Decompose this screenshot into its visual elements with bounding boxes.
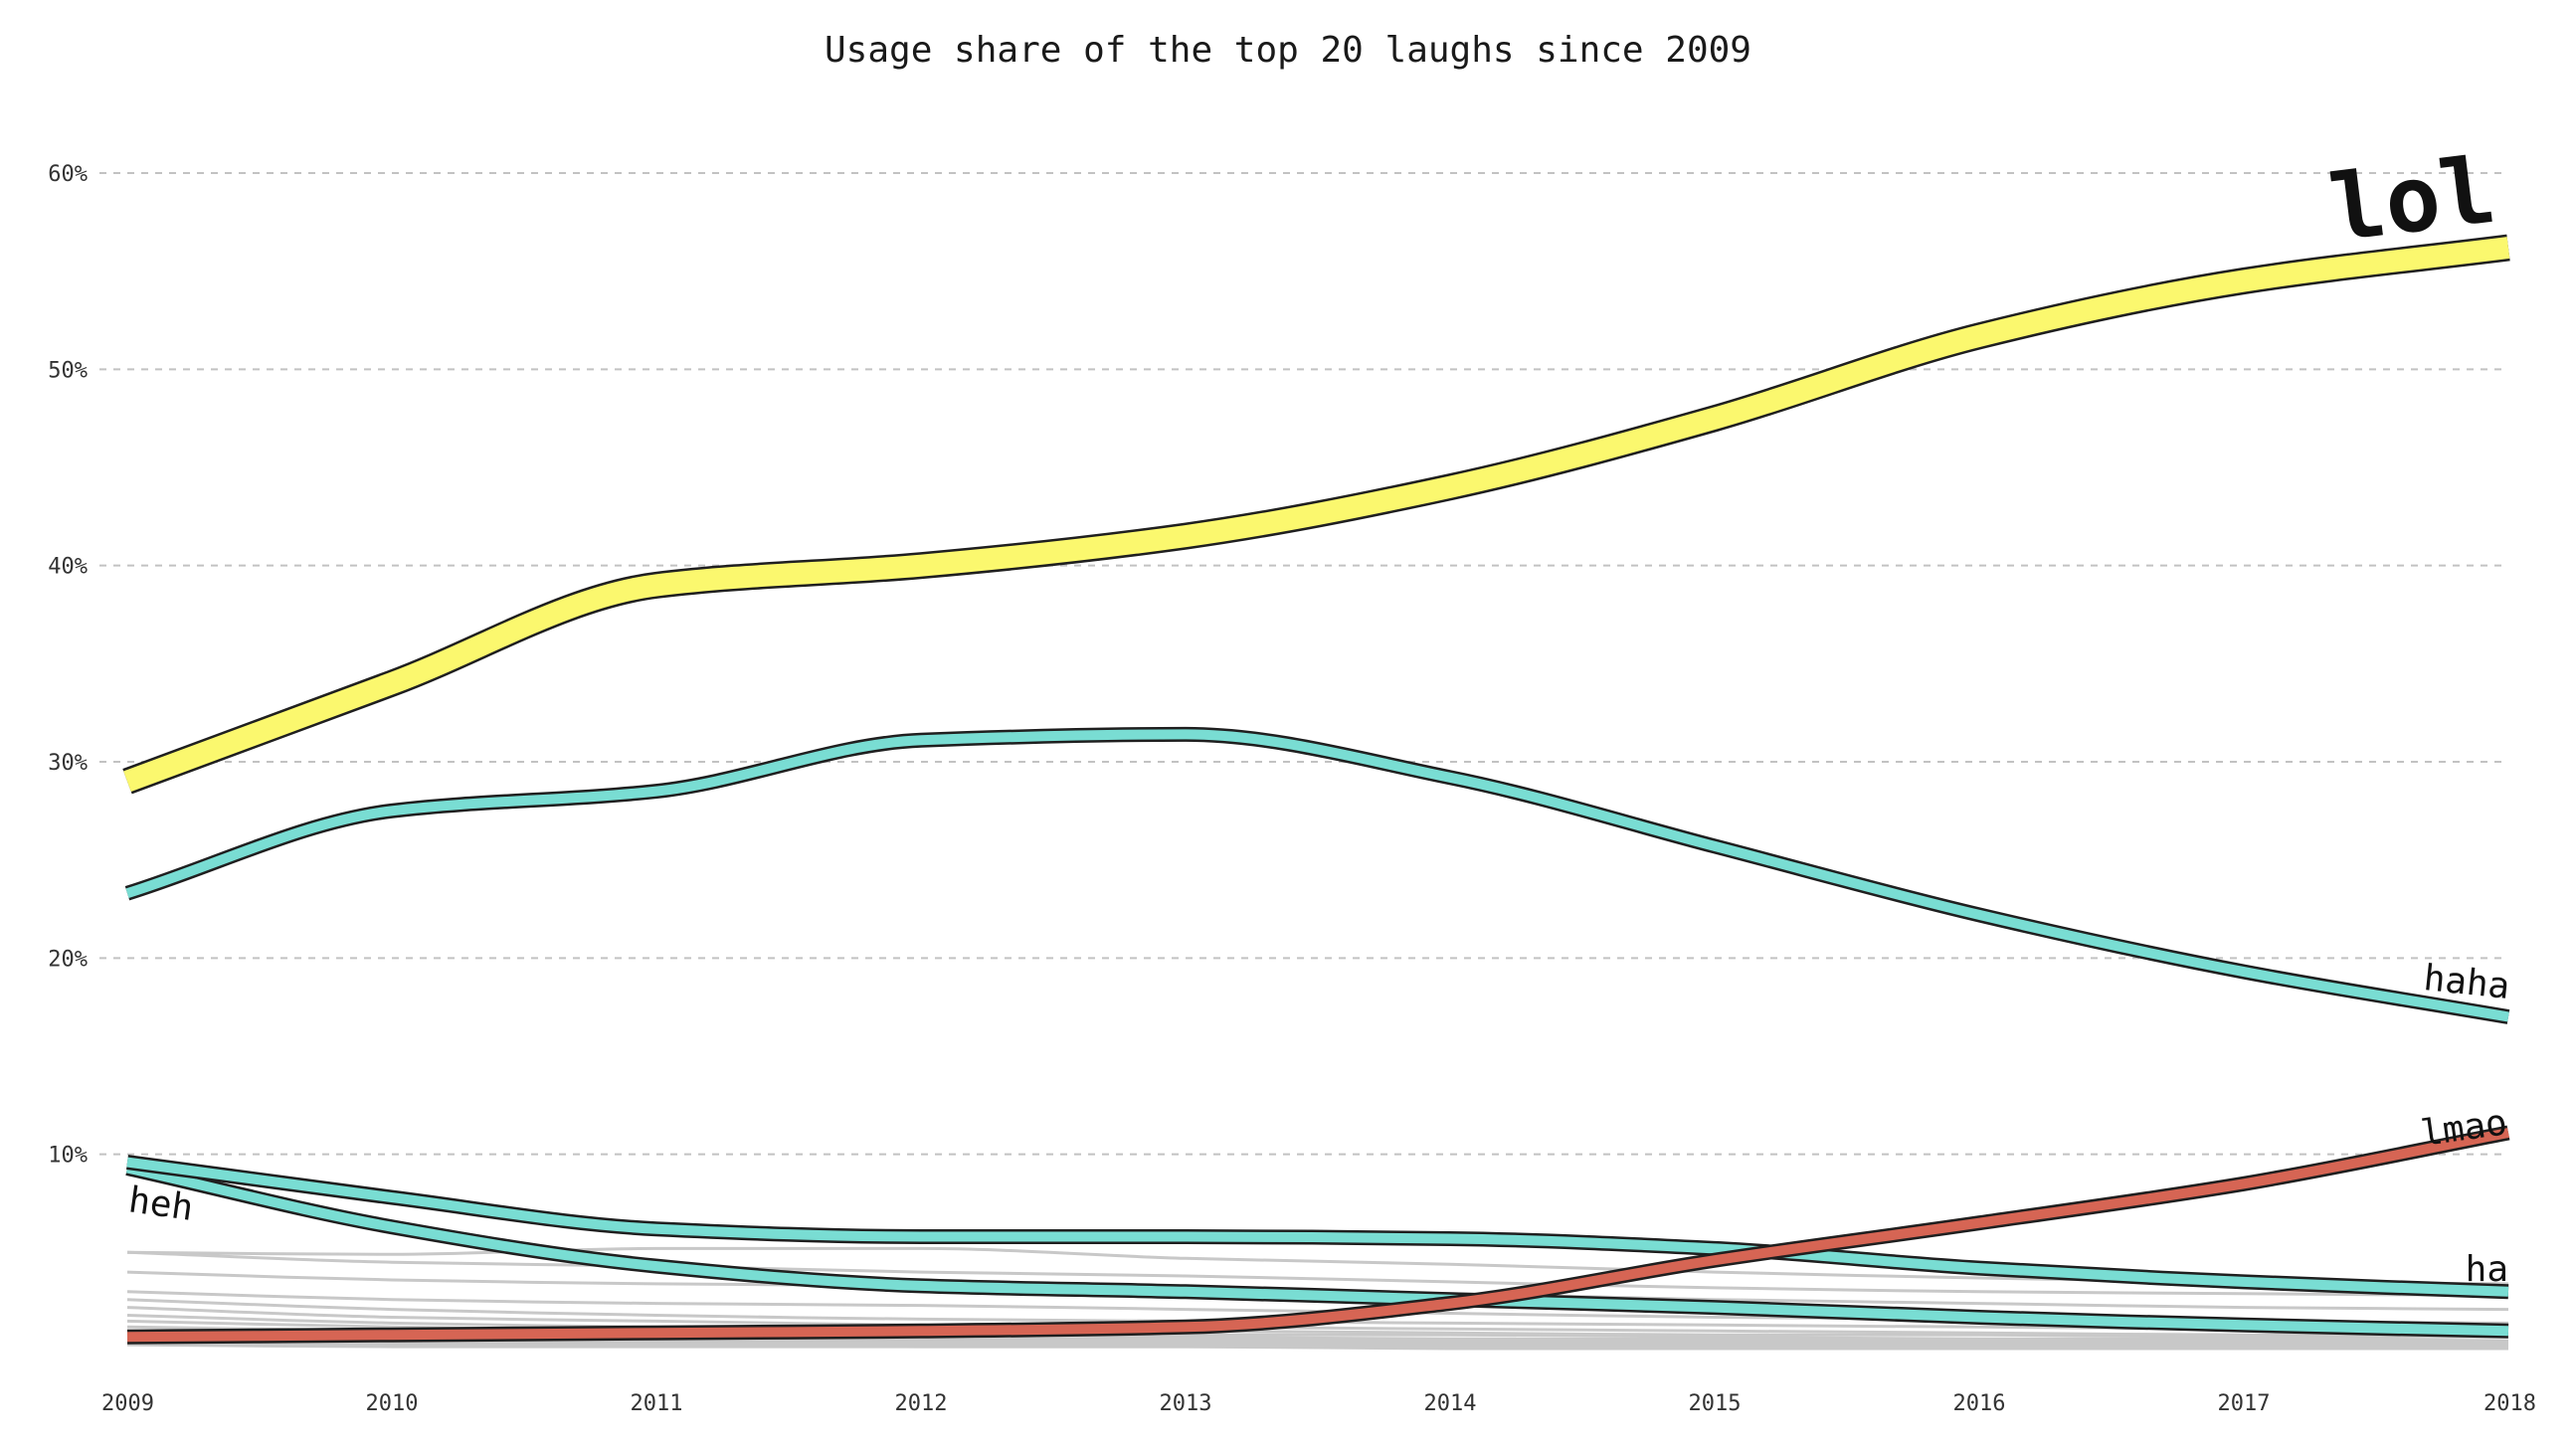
x-axis-ticks: 2009 2010 2011 2012 2013 2014 2015 2016 2017 2018 bbox=[101, 1391, 2536, 1416]
x-tick-label: 2009 bbox=[101, 1391, 154, 1416]
series-line-lol bbox=[122, 234, 2510, 795]
y-tick-label: 40% bbox=[48, 555, 88, 580]
x-tick-label: 2018 bbox=[2484, 1391, 2536, 1416]
chart-title: Usage share of the top 20 laughs since 2… bbox=[825, 30, 1751, 71]
series-label-haha: haha bbox=[2422, 958, 2512, 1007]
x-tick-label: 2010 bbox=[366, 1391, 419, 1416]
background-series-line bbox=[126, 1343, 2508, 1351]
background-series-line bbox=[126, 1250, 2509, 1298]
series-label-heh: heh bbox=[126, 1179, 196, 1229]
x-tick-label: 2017 bbox=[2218, 1391, 2271, 1416]
series-label-ha: ha bbox=[2466, 1249, 2508, 1290]
x-tick-label: 2014 bbox=[1424, 1391, 1477, 1416]
y-tick-label: 60% bbox=[48, 162, 88, 187]
series-line-ha bbox=[126, 1155, 2509, 1300]
series-line-heh bbox=[125, 1161, 2509, 1339]
series-label-lmao: lmao bbox=[2419, 1102, 2510, 1155]
background-series-line bbox=[126, 1314, 2508, 1339]
x-tick-label: 2013 bbox=[1160, 1391, 1212, 1416]
series-line-haha bbox=[124, 726, 2510, 1024]
gridlines bbox=[99, 172, 2508, 1156]
y-tick-label: 30% bbox=[48, 751, 88, 776]
x-tick-label: 2015 bbox=[1689, 1391, 1742, 1416]
y-tick-label: 20% bbox=[48, 947, 88, 972]
y-axis-ticks: 10% 20% 30% 40% 50% 60% bbox=[48, 162, 88, 1169]
x-tick-label: 2016 bbox=[1953, 1391, 2006, 1416]
y-tick-label: 10% bbox=[48, 1144, 88, 1169]
series-line-lmao bbox=[126, 1125, 2510, 1345]
series-labels: lol haha lmao ha heh bbox=[126, 137, 2512, 1290]
background-series-line bbox=[126, 1306, 2508, 1337]
x-tick-label: 2011 bbox=[631, 1391, 683, 1416]
y-tick-label: 50% bbox=[48, 358, 88, 383]
x-tick-label: 2012 bbox=[895, 1391, 948, 1416]
highlighted-series bbox=[122, 234, 2510, 1345]
series-label-lol: lol bbox=[2324, 137, 2501, 263]
